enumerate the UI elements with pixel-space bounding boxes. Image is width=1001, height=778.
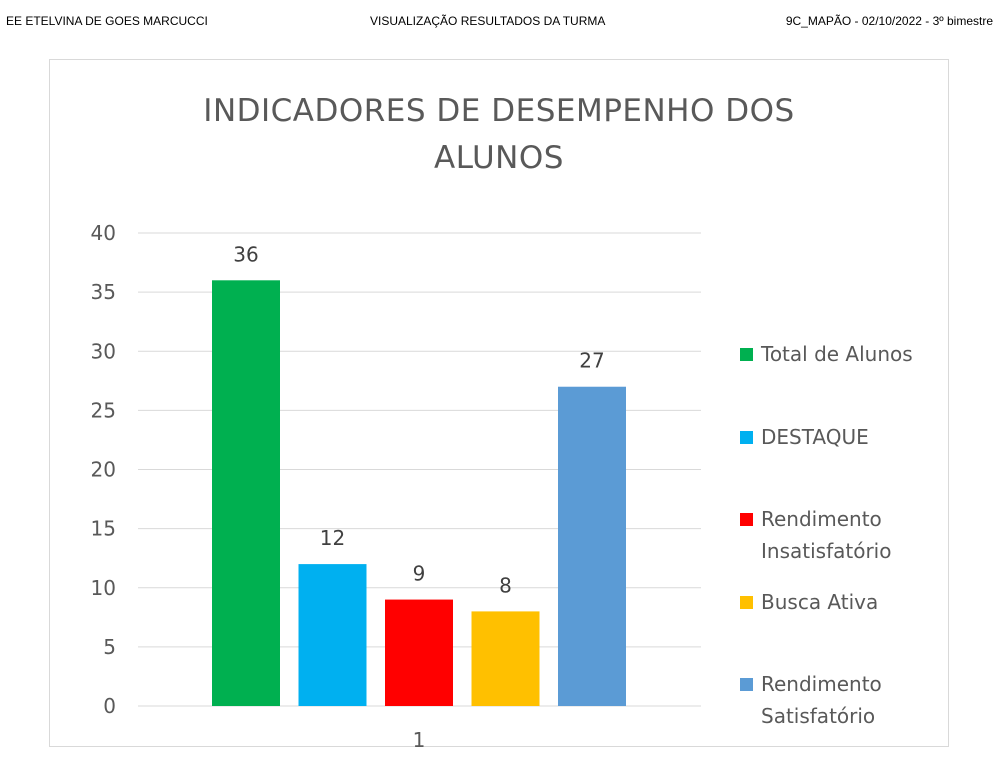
y-tick-label: 5	[103, 635, 116, 659]
legend-label: DESTAQUE	[761, 425, 869, 449]
data-label: 8	[499, 573, 512, 597]
chart-plot: 0 5 10 15 20 25 30 35 40 36 12 9 8 27 1	[91, 221, 701, 748]
legend-label: Total de Alunos	[761, 342, 913, 366]
legend-swatch	[740, 431, 753, 444]
legend-item: Rendimento Insatisfatório	[740, 503, 940, 567]
data-label: 9	[413, 562, 426, 586]
class-info: 9C_MAPÃO - 02/10/2022 - 3º bimestre	[785, 14, 993, 28]
legend-label: Rendimento Satisfatório	[761, 672, 882, 728]
x-tick-label: 1	[413, 728, 426, 748]
y-tick-label: 0	[103, 694, 116, 718]
legend-swatch	[740, 596, 753, 609]
chart-title-line1: INDICADORES DE DESEMPENHO DOS	[203, 93, 795, 129]
report-title: VISUALIZAÇÃO RESULTADOS DA TURMA	[370, 14, 606, 28]
legend-swatch	[740, 348, 753, 361]
bar-rendimento-insatisfat-rio	[385, 599, 453, 706]
y-tick-label: 20	[91, 458, 116, 482]
y-tick-label: 30	[91, 339, 116, 363]
legend-item: DESTAQUE	[740, 421, 940, 453]
chart-container: INDICADORES DE DESEMPENHO DOS ALUNOS 0 5 1…	[49, 59, 949, 748]
y-tick-label: 40	[91, 221, 116, 245]
data-label: 12	[320, 526, 345, 550]
y-tick-label: 10	[91, 576, 116, 600]
bar-total-de-alunos	[212, 280, 280, 706]
legend-label: Busca Ativa	[761, 590, 879, 614]
chart-title-line2: ALUNOS	[434, 140, 564, 176]
legend-swatch	[740, 513, 753, 526]
school-name: EE ETELVINA DE GOES MARCUCCI	[6, 14, 208, 28]
y-tick-label: 25	[91, 398, 116, 422]
data-label: 27	[579, 349, 604, 373]
y-tick-label: 15	[91, 517, 116, 541]
legend-label: Rendimento Insatisfatório	[761, 507, 892, 563]
legend-item: Busca Ativa	[740, 586, 940, 618]
legend-item: Rendimento Satisfatório	[740, 668, 940, 732]
bar-busca-ativa	[471, 611, 540, 706]
data-label: 36	[233, 242, 258, 266]
bar-destaque	[298, 564, 367, 706]
legend-item: Total de Alunos	[740, 338, 940, 370]
bar-rendimento-satisfat-rio	[558, 386, 626, 706]
legend-swatch	[740, 678, 753, 691]
y-tick-label: 35	[91, 280, 116, 304]
